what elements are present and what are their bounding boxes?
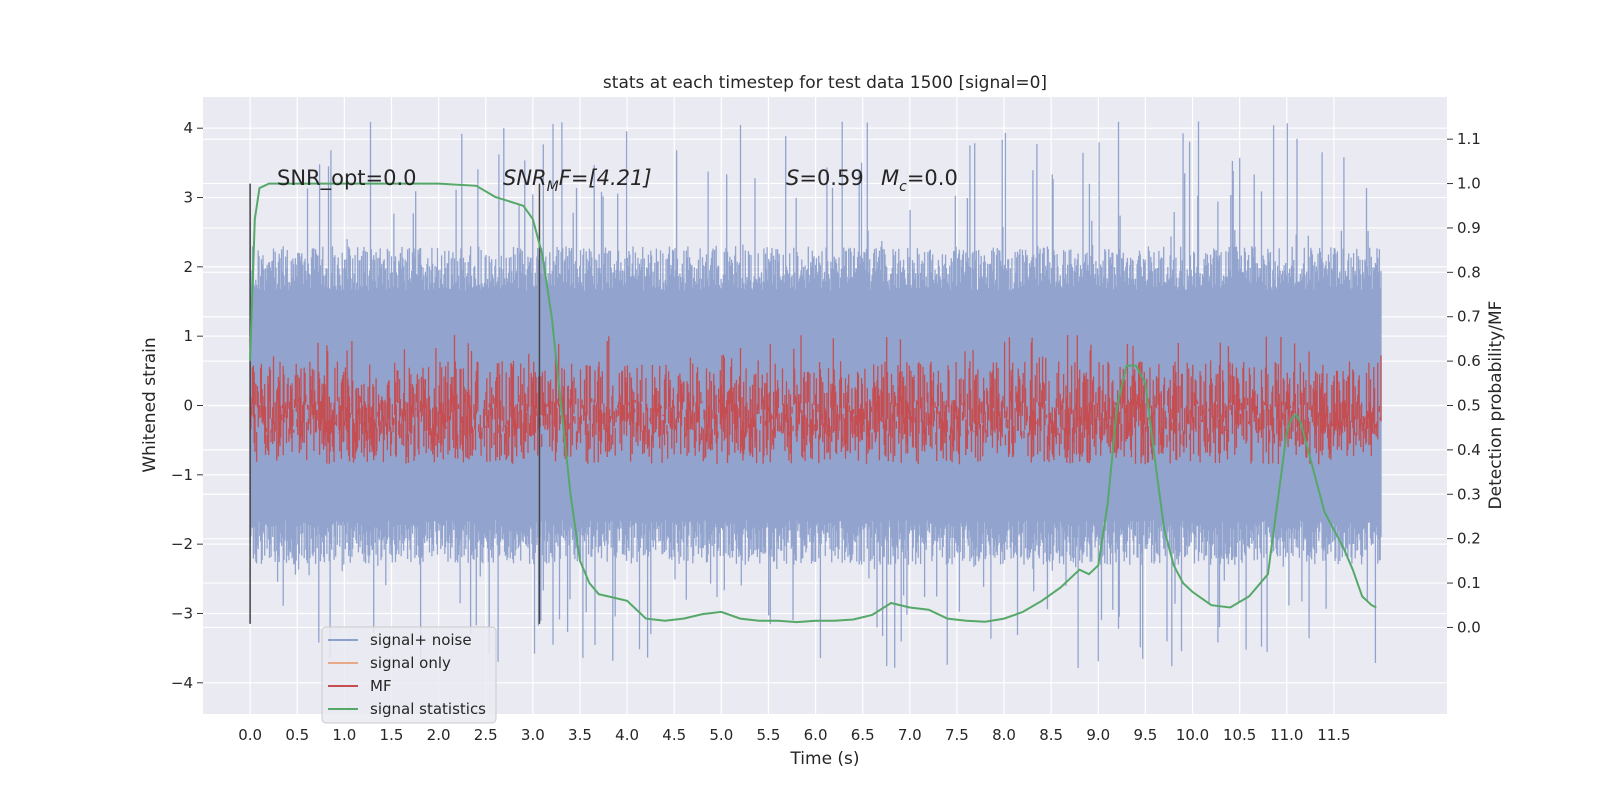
y-tick-label-left: 1 <box>183 327 193 345</box>
y-tick-label-left: 0 <box>183 397 193 415</box>
mc-main: M <box>881 166 899 190</box>
snr-mf-main: SNR <box>503 166 547 190</box>
annotation-mc: Mc=0.0 <box>881 166 958 195</box>
y-tick-label-right: 0.8 <box>1457 263 1481 281</box>
x-tick-label: 2.5 <box>474 726 498 744</box>
legend: signal+ noise signal only MF signal stat… <box>321 626 497 724</box>
y-tick-label-left: −3 <box>171 604 193 622</box>
y-axis-label-left: Whitened strain <box>140 337 160 472</box>
y-tick-label-right: 0.1 <box>1457 574 1481 592</box>
legend-box <box>321 626 497 724</box>
y-tick-label-right: 0.7 <box>1457 308 1481 326</box>
x-tick-label: 3.5 <box>568 726 592 744</box>
snr-mf-rest: F=[4.21] <box>559 166 652 190</box>
y-tick-label-left: −2 <box>171 535 193 553</box>
x-tick-label: 1.5 <box>380 726 404 744</box>
x-tick-label: 3.0 <box>521 726 545 744</box>
x-tick-label: 9.0 <box>1086 726 1110 744</box>
y-axis-label-right: Detection probability/MF <box>1486 301 1506 510</box>
annotation-s: S=0.59 <box>786 166 864 190</box>
x-tick-label: 11.0 <box>1270 726 1303 744</box>
annotation-snr-mf: SNRMF=[4.21] <box>503 166 652 195</box>
x-tick-label: 7.0 <box>898 726 922 744</box>
x-axis-label: Time (s) <box>789 749 859 769</box>
y-tick-label-right: 0.5 <box>1457 397 1481 415</box>
x-tick-label: 8.0 <box>992 726 1016 744</box>
s-label: S <box>786 166 799 190</box>
x-tick-label: 7.5 <box>945 726 969 744</box>
x-tick-label: 2.0 <box>427 726 451 744</box>
legend-label-signal-noise: signal+ noise <box>370 631 472 649</box>
x-tick-label: 10.0 <box>1176 726 1209 744</box>
tick-labels: 0.0 0.5 1.0 1.5 2.0 2.5 3.0 3.5 4.0 4.5 5.0 5.5 6.0 6… <box>171 119 1481 744</box>
x-tick-label: 1.0 <box>332 726 356 744</box>
x-tick-label: 4.5 <box>662 726 686 744</box>
y-tick-label-right: 0.6 <box>1457 352 1481 370</box>
x-tick-label: 6.5 <box>851 726 875 744</box>
chart-title: stats at each timestep for test data 150… <box>603 73 1047 93</box>
y-tick-label-right: 0.4 <box>1457 441 1481 459</box>
y-tick-label-right: 0.0 <box>1457 618 1481 636</box>
snr-mf-sub: M <box>547 179 559 195</box>
signal-statistics-line <box>249 182 1377 624</box>
series-signal-statistics <box>249 182 1377 624</box>
x-tick-label: 0.5 <box>285 726 309 744</box>
mc-value: =0.0 <box>907 166 958 190</box>
y-tick-label-right: 1.1 <box>1457 130 1481 148</box>
x-tick-label: 11.5 <box>1317 726 1350 744</box>
x-tick-label: 8.5 <box>1039 726 1063 744</box>
x-tick-label: 9.5 <box>1133 726 1157 744</box>
annotation-snr-opt: SNR_opt=0.0 <box>277 166 417 191</box>
x-tick-label: 4.0 <box>615 726 639 744</box>
y-tick-label-left: 2 <box>183 258 193 276</box>
s-value: =0.59 <box>799 166 863 190</box>
mc-sub: c <box>899 179 907 195</box>
vertical-markers <box>249 183 541 624</box>
legend-label-mf: MF <box>370 677 392 695</box>
y-tick-label-left: 3 <box>183 189 193 207</box>
x-tick-label: 0.0 <box>238 726 262 744</box>
legend-label-signal-only: signal only <box>370 654 451 672</box>
y-tick-label-left: −1 <box>171 466 193 484</box>
y-tick-label-right: 0.2 <box>1457 530 1481 548</box>
x-tick-label: 5.0 <box>709 726 733 744</box>
y-tick-label-left: 4 <box>183 119 193 137</box>
x-tick-label: 5.5 <box>757 726 781 744</box>
x-tick-label: 6.0 <box>804 726 828 744</box>
y-tick-label-left: −4 <box>171 674 193 692</box>
y-tick-label-right: 0.9 <box>1457 219 1481 237</box>
y-tick-label-right: 1.0 <box>1457 175 1481 193</box>
legend-label-signal-statistics: signal statistics <box>370 700 486 718</box>
y-tick-label-right: 0.3 <box>1457 485 1481 503</box>
x-tick-label: 10.5 <box>1223 726 1256 744</box>
